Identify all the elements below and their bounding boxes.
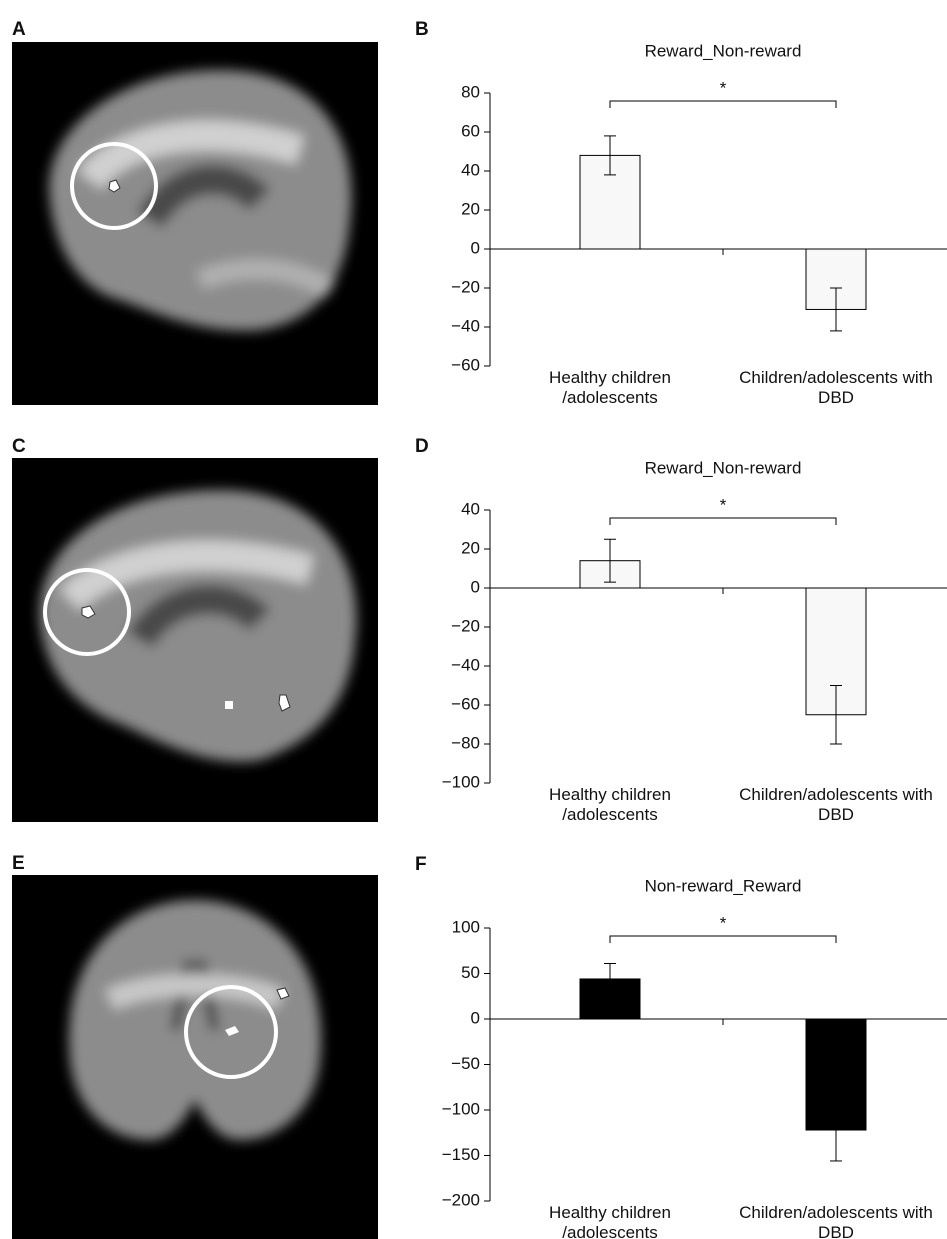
figure: ACEBReward_Non-reward−60−40−20020406080*… bbox=[0, 0, 947, 1239]
y-tick-label: −60 bbox=[451, 355, 480, 374]
significance-mark: * bbox=[720, 78, 727, 97]
y-tick-label: −100 bbox=[442, 772, 480, 791]
y-tick-label: −80 bbox=[451, 733, 480, 752]
significance-bracket bbox=[610, 936, 836, 943]
y-tick-label: 40 bbox=[461, 499, 480, 518]
x-tick-label: Healthy children /adolescents bbox=[505, 1203, 715, 1239]
y-tick-label: 50 bbox=[461, 963, 480, 982]
x-tick-label: Children/adolescents with DBD bbox=[731, 785, 941, 825]
y-tick-label: 40 bbox=[461, 160, 480, 179]
significance-mark: * bbox=[720, 495, 727, 514]
chart: ACEBReward_Non-reward−60−40−20020406080*… bbox=[0, 0, 947, 1239]
brain-image bbox=[12, 875, 378, 1239]
brain-image bbox=[12, 42, 378, 405]
y-tick-label: −60 bbox=[451, 694, 480, 713]
y-tick-label: 0 bbox=[471, 238, 480, 257]
chart-title: Non-reward_Reward bbox=[645, 876, 802, 895]
y-tick-label: −20 bbox=[451, 277, 480, 296]
y-tick-label: −150 bbox=[442, 1145, 480, 1164]
panel-label: E bbox=[12, 853, 25, 874]
significance-bracket bbox=[610, 518, 836, 525]
y-tick-label: 80 bbox=[461, 82, 480, 101]
y-tick-label: 20 bbox=[461, 199, 480, 218]
chart-title: Reward_Non-reward bbox=[645, 458, 802, 477]
y-tick-label: 100 bbox=[452, 917, 480, 936]
y-tick-label: 0 bbox=[471, 1008, 480, 1027]
y-tick-label: −20 bbox=[451, 616, 480, 635]
y-tick-label: 20 bbox=[461, 538, 480, 557]
significance-bracket bbox=[610, 101, 836, 108]
panel-label: A bbox=[12, 19, 26, 40]
y-tick-label: −50 bbox=[451, 1054, 480, 1073]
significance-mark: * bbox=[720, 913, 727, 932]
brain-image bbox=[12, 458, 378, 822]
chart-title: Reward_Non-reward bbox=[645, 41, 802, 60]
y-tick-label: −40 bbox=[451, 316, 480, 335]
panel-label: C bbox=[12, 436, 26, 457]
x-tick-label: Healthy children /adolescents bbox=[505, 368, 715, 408]
panel-label: B bbox=[415, 19, 429, 40]
x-tick-label: Children/adolescents with DBD bbox=[731, 368, 941, 408]
y-tick-label: −100 bbox=[442, 1099, 480, 1118]
y-tick-label: −40 bbox=[451, 655, 480, 674]
x-tick-label: Children/adolescents with DBD bbox=[731, 1203, 941, 1239]
panel-label: F bbox=[415, 854, 427, 875]
y-tick-label: 60 bbox=[461, 121, 480, 140]
y-tick-label: 0 bbox=[471, 577, 480, 596]
panel-label: D bbox=[415, 436, 429, 457]
y-tick-label: −200 bbox=[442, 1190, 480, 1209]
x-tick-label: Healthy children /adolescents bbox=[505, 785, 715, 825]
